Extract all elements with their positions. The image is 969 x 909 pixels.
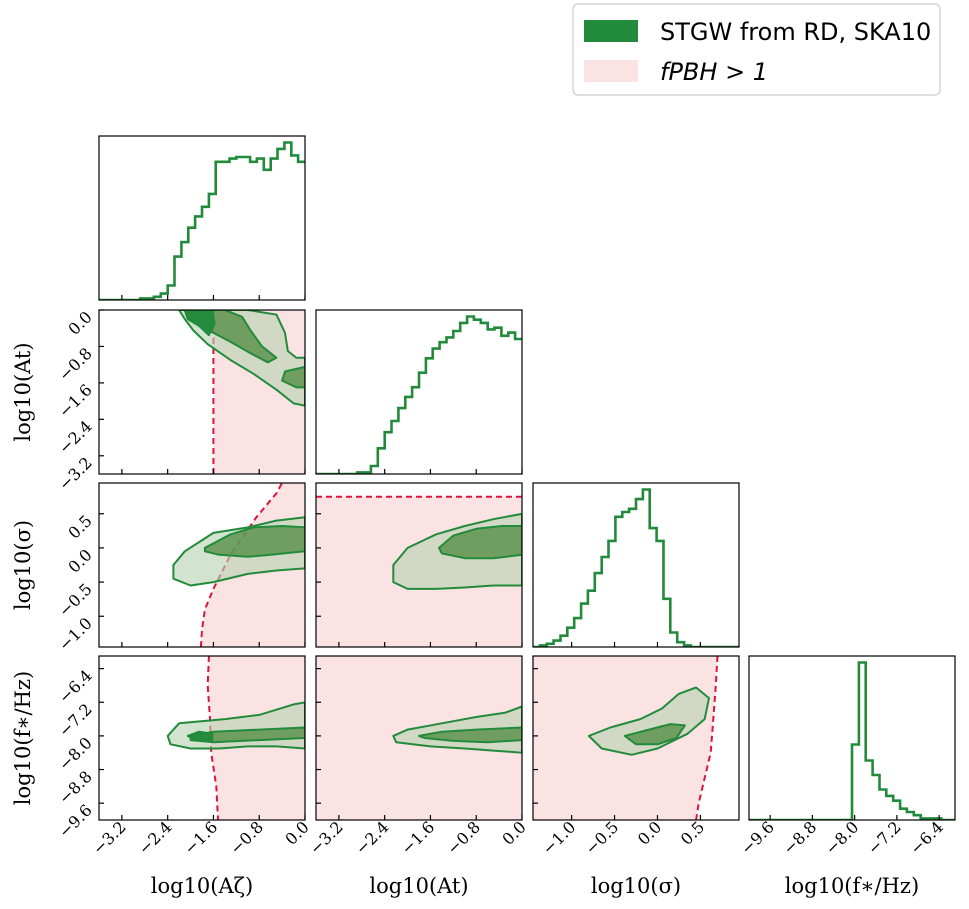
panel-frame [532, 482, 740, 648]
legend-label-excluded: fPBH > 1 [660, 58, 768, 86]
panel-frame [748, 655, 956, 821]
x-axis-label: log10(At) [369, 874, 468, 898]
histogram-step [533, 488, 739, 647]
contour-peak [186, 730, 214, 742]
x-tick-label: −6.4 [906, 817, 947, 858]
x-tick-label: −8.8 [779, 817, 820, 858]
panel-frame [532, 655, 740, 821]
y-axis-label: log10(At) [11, 342, 35, 441]
panel-frame [315, 309, 523, 475]
histogram-step [749, 661, 955, 820]
contour-panel-0-2 [172, 516, 305, 587]
y-tick-label: −2.4 [55, 417, 96, 458]
legend-frame [572, 3, 941, 96]
x-tick-label: 0.5 [677, 817, 708, 848]
y-axis-label: log10(f∗/Hz) [11, 671, 35, 805]
contour-panel-0-1 [178, 310, 305, 407]
panel-frame [98, 135, 306, 301]
panel-frame [315, 482, 523, 648]
legend-label-posterior: STGW from RD, SKA10 [660, 18, 931, 46]
contour-inner [203, 525, 305, 558]
x-tick-label: −0.8 [226, 817, 267, 858]
y-tick-label: −9.6 [55, 801, 96, 842]
x-tick-label: −1.6 [397, 817, 438, 858]
y-tick-label: 0.0 [64, 545, 95, 576]
hist-panel-3 [749, 661, 955, 820]
x-tick-label: −1.0 [539, 817, 580, 858]
y-tick-label: 0.5 [64, 511, 95, 542]
x-tick-label: −1.6 [180, 817, 221, 858]
contour-peak [185, 310, 216, 337]
panel-frame [98, 309, 306, 475]
x-axis-label: log10(σ) [591, 874, 681, 898]
y-tick-label: −1.6 [55, 380, 96, 421]
legend: STGW from RD, SKA10 fPBH > 1 [572, 3, 941, 96]
x-tick-label: −2.4 [352, 817, 393, 858]
x-tick-label: −8.0 [822, 817, 863, 858]
x-tick-label: 0.0 [634, 817, 665, 848]
contour-inner [438, 525, 522, 560]
contour-panel-1-2 [392, 512, 522, 590]
y-tick-label: 0.0 [64, 307, 95, 338]
y-axis-label: log10(σ) [11, 520, 35, 610]
panel-frame [98, 655, 306, 821]
contour-panel-1-3 [392, 705, 522, 754]
x-tick-label: −9.6 [737, 817, 778, 858]
y-tick-label: −1.0 [55, 614, 96, 655]
y-tick-label: −0.5 [55, 579, 96, 620]
contour-inner [623, 723, 686, 746]
y-tick-label: −8.0 [55, 733, 96, 774]
x-axis-label: log10(f∗/Hz) [785, 874, 919, 898]
hist-panel-0 [99, 141, 305, 300]
contour-panel-0-3 [166, 701, 305, 750]
contour-inner [418, 726, 522, 744]
legend-swatch-posterior [584, 20, 638, 42]
x-tick-label: −0.5 [581, 817, 622, 858]
panel-frame [315, 655, 523, 821]
panels: −3.2 −2.4 −1.6 −0.8 0.0−3.2 −2.4 −1.6 −0.8 0.0 −1… [11, 135, 956, 898]
x-tick-label: −2.4 [135, 817, 176, 858]
x-tick-label: 0.0 [498, 817, 529, 848]
panel-frame [98, 482, 306, 648]
y-tick-label: −0.8 [55, 344, 96, 385]
histogram-step [99, 141, 305, 300]
y-tick-label: −8.8 [55, 767, 96, 808]
x-tick-label: −3.2 [89, 817, 130, 858]
x-axis-label: log10(Aζ) [151, 874, 253, 898]
legend-swatch-excluded [584, 60, 638, 82]
x-tick-label: −0.8 [443, 817, 484, 858]
y-tick-label: −7.2 [55, 700, 96, 741]
hist-panel-1 [316, 315, 522, 474]
y-tick-label: −3.2 [55, 453, 96, 494]
contour-inner [281, 365, 305, 389]
x-tick-label: −7.2 [864, 817, 905, 858]
contour-outer [587, 686, 710, 756]
contour-panel-2-3 [587, 686, 710, 756]
histogram-step [316, 315, 522, 474]
x-tick-label: −3.2 [306, 817, 347, 858]
hist-panel-2 [533, 488, 739, 647]
y-tick-label: −6.4 [55, 666, 96, 707]
